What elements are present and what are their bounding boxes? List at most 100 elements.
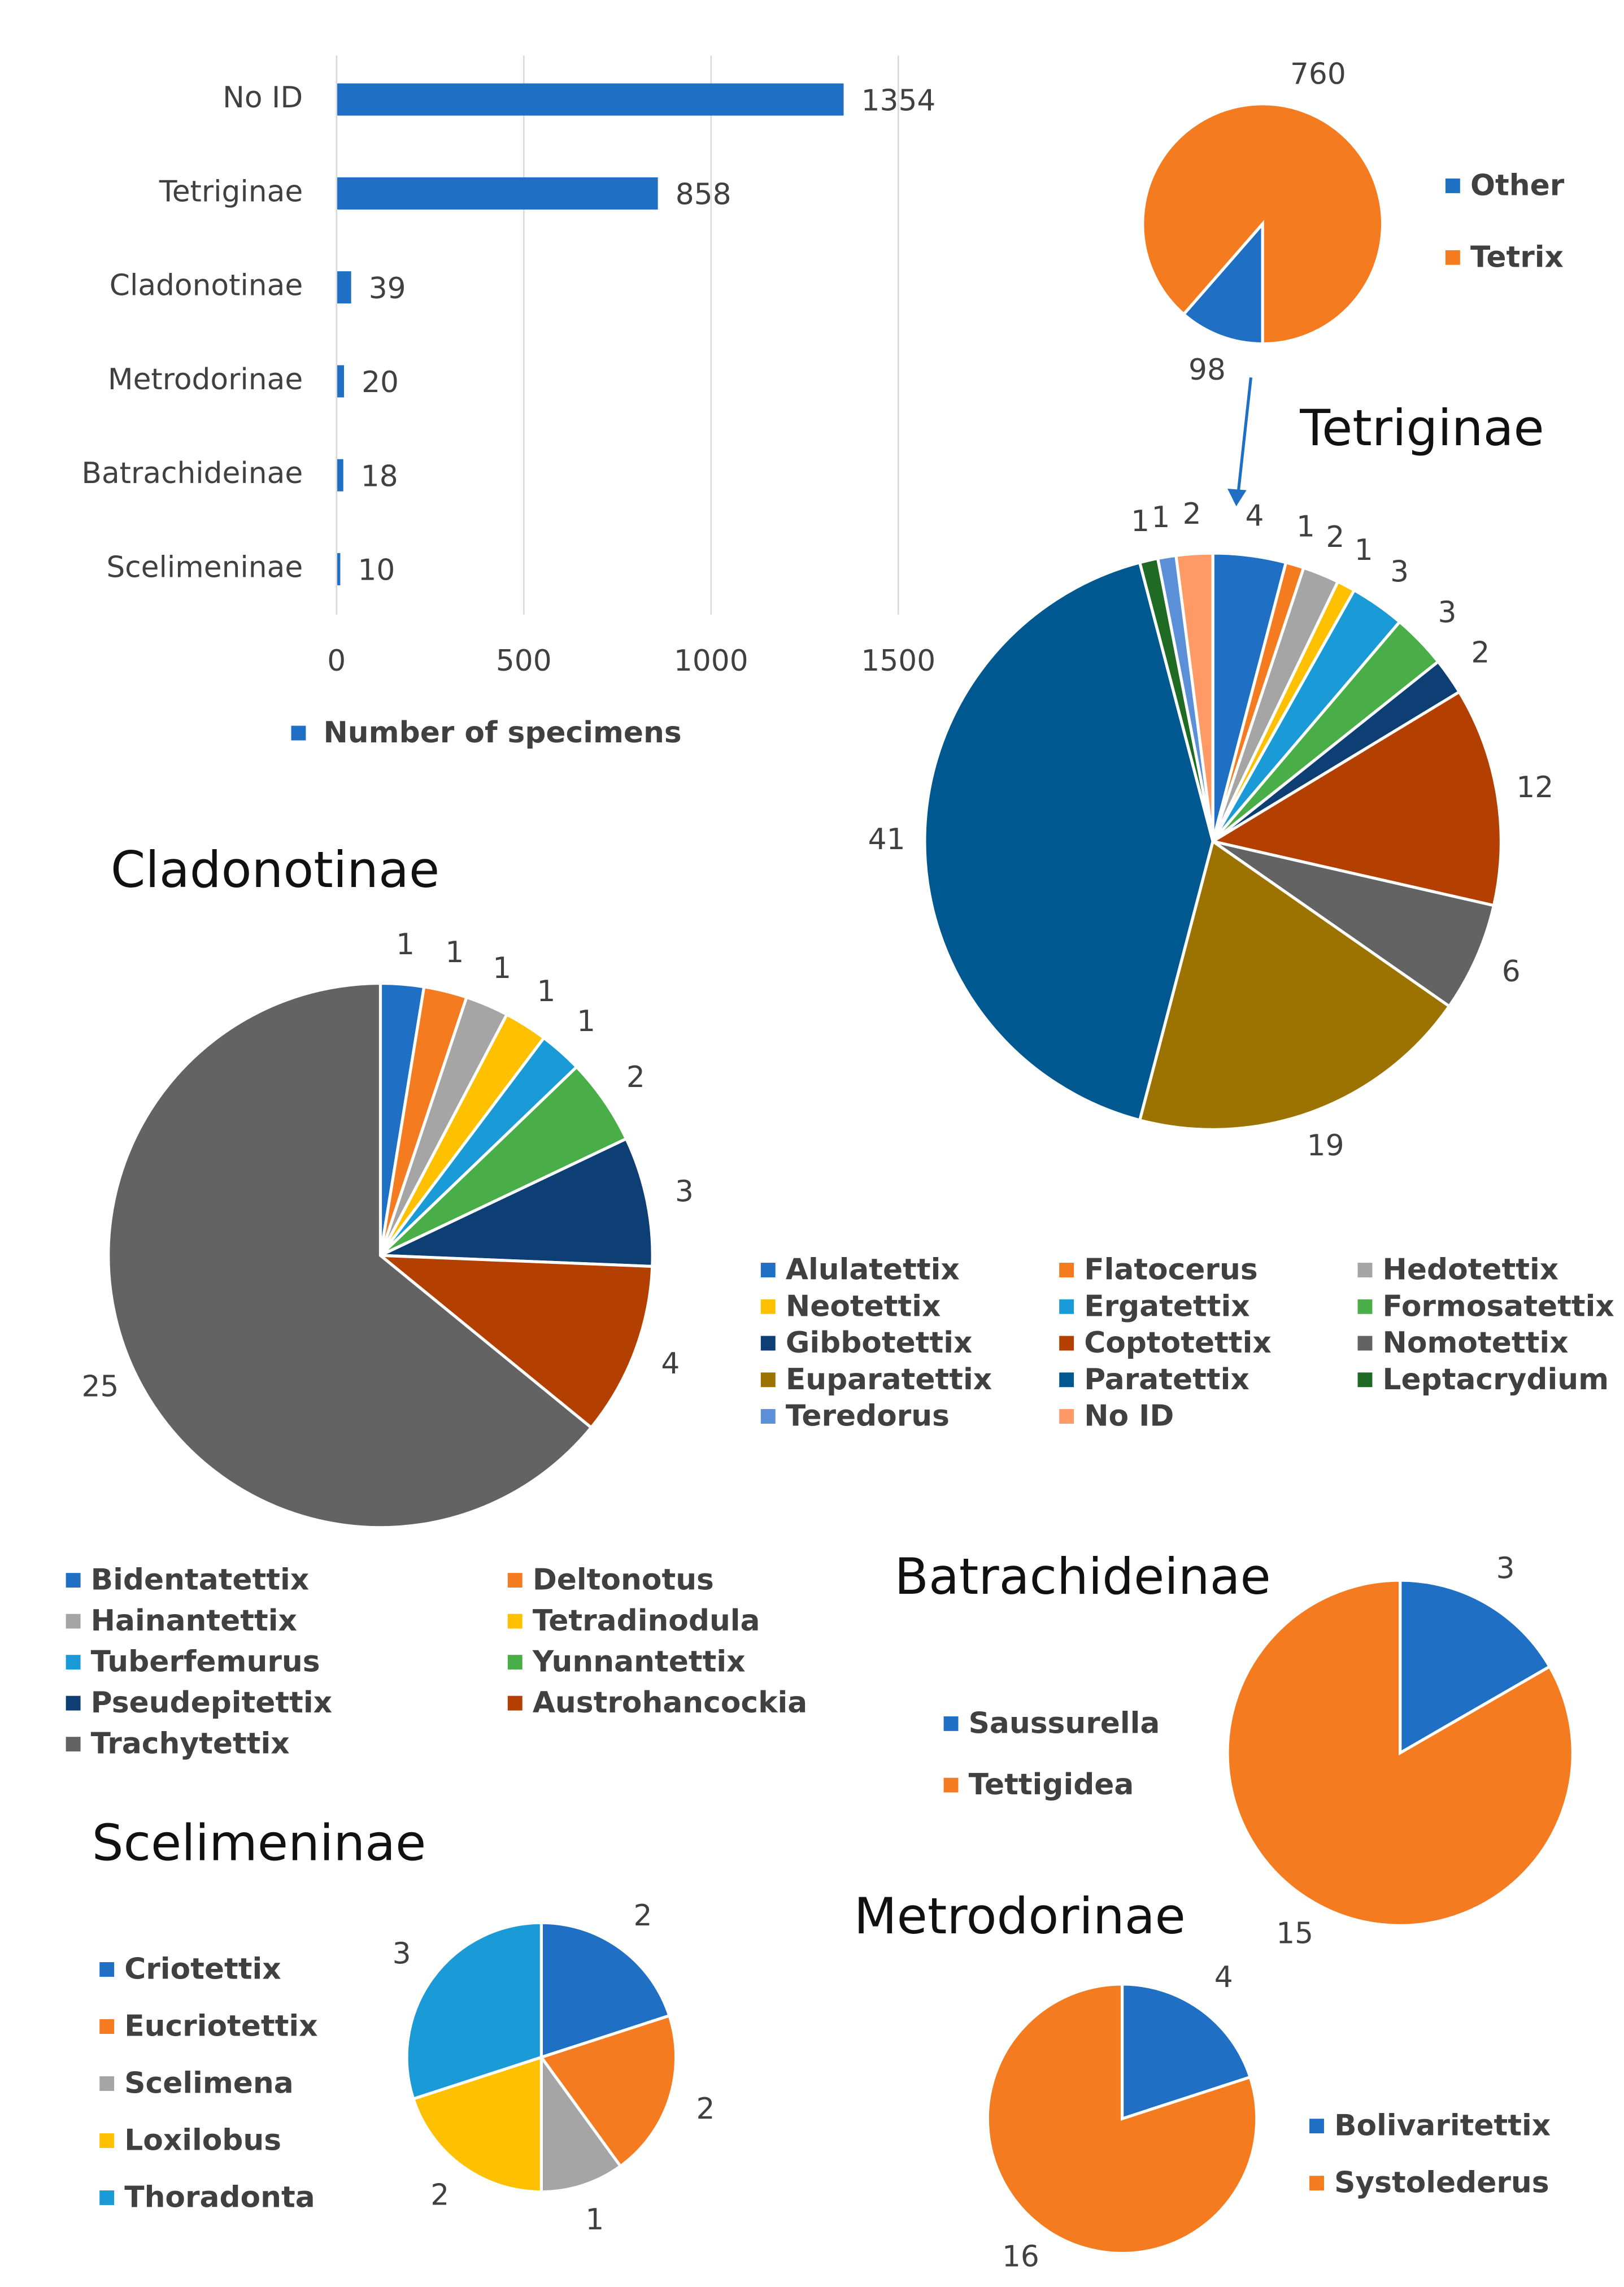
arrow-line [1236,377,1253,498]
data-label: 16 [1002,2240,1039,2273]
data-label: 3 [1438,595,1457,629]
data-label: 1 [537,975,555,1008]
data-label: 1 [1151,501,1170,534]
legend-swatch [943,1716,959,1731]
data-label: 1 [493,951,511,985]
legend-label: Saussurella [969,1706,1160,1740]
chart-title: Metrodorinae [854,1887,1186,1945]
value-label: 858 [676,178,732,212]
bar [336,553,341,585]
legend-label: Number of specimens [323,716,681,750]
pie-slice [107,981,594,1529]
data-label: 12 [1516,771,1553,805]
legend-swatch [760,1263,776,1277]
legend-label: Tetradinodula [533,1604,760,1638]
legend-label: Flatocerus [1084,1253,1257,1287]
pie-slice [986,1982,1259,2255]
legend-swatch [291,725,306,741]
legend-swatch [1357,1336,1373,1351]
legend-swatch [507,1655,523,1670]
legend-swatch [1357,1299,1373,1314]
data-label: 3 [1496,1552,1515,1586]
bar [336,365,345,398]
pie-slice [1226,1579,1574,1927]
data-label: 4 [1246,499,1264,533]
data-label: 1 [1131,505,1150,538]
legend-label: Pseudepitettix [91,1686,332,1720]
legend-swatch [1059,1372,1074,1388]
pie-slice [376,1254,654,1430]
legend-label: Neotettix [786,1289,941,1323]
pie-slice [923,560,1214,1122]
legend-swatch [507,1614,523,1629]
legend-label: Loxilobus [124,2124,281,2158]
legend-swatch [1357,1263,1373,1277]
data-label: 1 [1296,510,1315,544]
bar [336,459,343,492]
data-label: 2 [1326,520,1344,554]
pie-slice [1141,102,1384,346]
legend-swatch [507,1695,523,1711]
legend-swatch [1059,1409,1074,1424]
pie-slice [539,2014,678,2168]
data-label: 1 [585,2203,604,2237]
data-label: 2 [1183,497,1201,531]
legend-label: Tuberfemurus [91,1645,320,1679]
data-label: 3 [393,1937,411,1971]
legend-swatch [1309,2119,1324,2134]
data-label: 6 [1502,955,1521,989]
pie-slice [1120,1982,1252,2121]
value-label: 10 [358,554,395,588]
legend-swatch [66,1695,81,1711]
data-label: 2 [626,1060,645,1094]
x-tick-label: 500 [496,644,552,678]
legend-swatch [99,2190,115,2205]
legend-label: Hainantettix [91,1604,297,1638]
legend-label: Hedotettix [1383,1253,1559,1287]
legend-label: Leptacrydium [1383,1363,1609,1397]
legend-label: Bolivaritettix [1334,2109,1551,2143]
legend-swatch [760,1409,776,1424]
legend-label: Trachytettix [91,1727,290,1761]
value-label: 1354 [861,84,936,118]
legend-swatch [760,1336,776,1351]
legend-label: Tetrix [1470,240,1564,274]
data-label: 2 [696,2092,715,2126]
data-label: 2 [634,1899,652,1933]
legend-swatch [1357,1372,1373,1388]
pie-slice [539,1921,672,2059]
legend-swatch [760,1299,776,1314]
chart-title: Tetriginae [1299,399,1544,457]
x-tick-label: 1000 [674,644,748,678]
legend-label: Nomotettix [1383,1326,1569,1360]
x-tick-label: 0 [327,644,346,678]
pie-slice [1212,840,1496,1008]
pie-slice [1174,551,1214,842]
data-label: 25 [81,1370,119,1404]
legend-swatch [99,2133,115,2148]
legend-swatch [66,1655,81,1670]
pie-slice [405,1921,543,2101]
category-label: Metrodorinae [108,363,303,397]
data-label: 41 [868,823,905,856]
legend-swatch [99,2019,115,2034]
legend-swatch [507,1573,523,1588]
legend-swatch [760,1372,776,1388]
category-label: Cladonotinae [110,269,303,303]
category-label: Tetriginae [159,175,303,208]
data-label: 19 [1307,1129,1344,1163]
value-label: 20 [362,366,399,399]
data-label: 2 [430,2179,449,2212]
pie-slice [1138,838,1452,1131]
legend-swatch [99,1962,115,1977]
legend-swatch [1059,1336,1074,1351]
chart-title: Scelimeninae [92,1814,426,1872]
legend-label: Deltonotus [533,1563,714,1597]
legend-label: Yunnantettix [532,1645,746,1679]
legend-swatch [99,2076,115,2091]
legend-swatch [943,1777,959,1793]
data-label: 1 [1355,533,1373,567]
chart-title: Batrachideinae [895,1547,1271,1606]
